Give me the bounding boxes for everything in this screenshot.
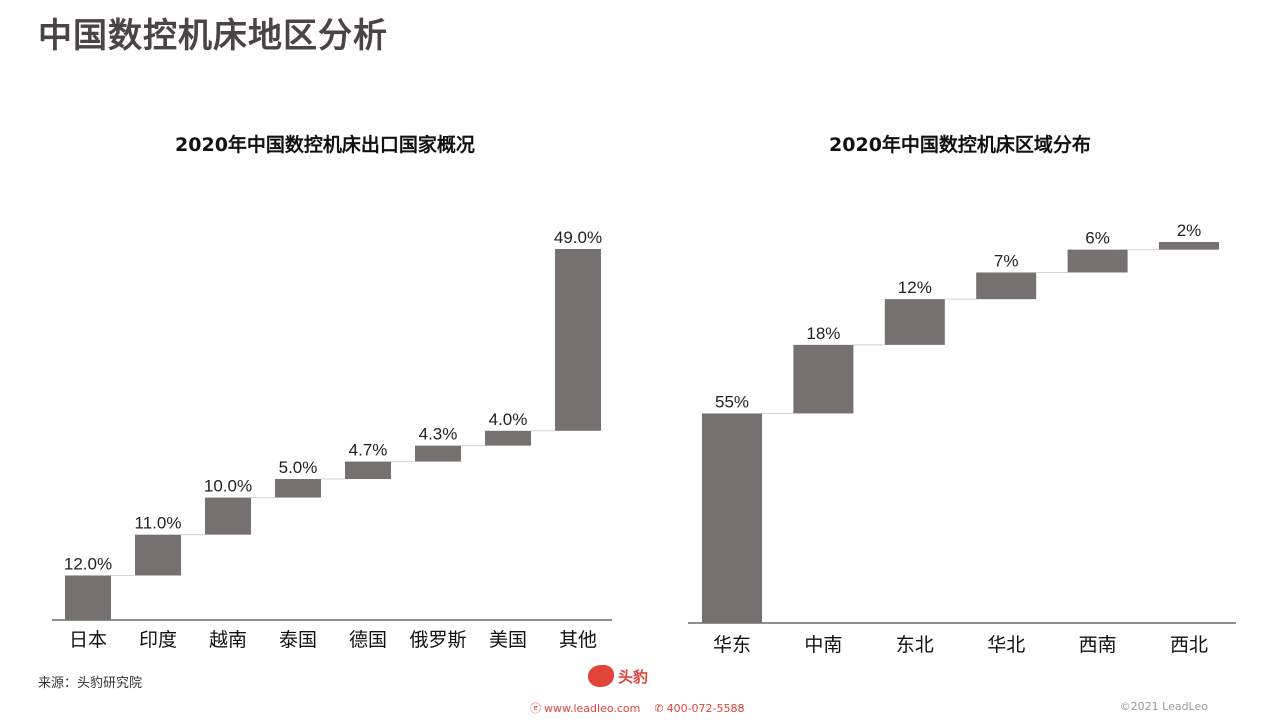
region-bar [702, 413, 762, 623]
chart-title-region: 2020年中国数控机床区域分布 [829, 134, 1091, 156]
export-category-label: 印度 [139, 629, 177, 651]
website-link[interactable]: ⓔ www.leadleo.com [530, 700, 640, 716]
region-value-label: 18% [806, 324, 840, 343]
region-bar [976, 272, 1037, 300]
export-bar [415, 445, 461, 462]
export-value-label: 4.3% [419, 425, 458, 444]
region-category-label: 东北 [896, 634, 934, 656]
chart-title-export: 2020年中国数控机床出口国家概况 [175, 134, 475, 156]
region-bar [1159, 242, 1219, 250]
region-category-label: 华北 [987, 634, 1025, 656]
region-category-label: 西北 [1170, 634, 1208, 656]
export-bar [555, 249, 601, 431]
phone-icon: ✆ [654, 701, 664, 715]
waterfall-chart-export: 12.0% 日本 11.0% 印度 10.0% 越南 5.0% 泰国 4.7% 德国 4.3% 俄罗斯… [52, 228, 612, 651]
website-text: www.leadleo.com [544, 702, 641, 715]
region-bar [884, 299, 945, 345]
export-category-label: 德国 [349, 629, 387, 651]
export-bar [345, 461, 391, 480]
brand-name: 头豹 [618, 667, 649, 686]
page-title: 中国数控机床地区分析 [38, 16, 388, 56]
export-bar [485, 430, 531, 446]
footer-links: ⓔ www.leadleo.com ✆ 400-072-5588 [530, 700, 745, 716]
region-bar [793, 344, 854, 414]
region-category-label: 华东 [713, 634, 751, 656]
export-category-label: 其他 [559, 629, 597, 651]
export-category-label: 美国 [489, 629, 527, 651]
export-value-label: 12.0% [64, 554, 112, 573]
region-value-label: 6% [1085, 229, 1110, 248]
export-bar [65, 575, 111, 620]
leopard-logo-icon [588, 665, 614, 687]
copyright: ©2021 LeadLeo [1119, 700, 1208, 713]
export-value-label: 4.7% [349, 441, 388, 460]
phone-text: 400-072-5588 [666, 701, 745, 715]
region-category-label: 西南 [1079, 634, 1117, 656]
export-bar [205, 497, 251, 535]
export-bar [275, 479, 321, 498]
export-value-label: 10.0% [204, 477, 252, 496]
region-value-label: 7% [994, 251, 1019, 270]
footer-brand: 头豹 [588, 665, 648, 687]
export-category-label: 俄罗斯 [409, 629, 466, 651]
region-value-label: 12% [898, 278, 932, 297]
globe-icon: ⓔ [530, 702, 541, 715]
region-value-label: 2% [1177, 221, 1202, 240]
export-category-label: 日本 [69, 629, 107, 651]
export-value-label: 5.0% [279, 458, 318, 477]
waterfall-chart-region: 55% 华东 18% 中南 12% 东北 7% 华北 6% 西南 2% 西北 [688, 221, 1236, 656]
export-value-label: 49.0% [554, 228, 602, 247]
export-value-label: 4.0% [489, 410, 528, 429]
export-category-label: 泰国 [279, 629, 317, 651]
export-category-label: 越南 [209, 629, 247, 651]
export-bar [135, 534, 181, 576]
region-category-label: 中南 [804, 634, 842, 656]
phone-link[interactable]: ✆ 400-072-5588 [654, 702, 744, 715]
export-value-label: 11.0% [135, 514, 182, 533]
region-value-label: 55% [715, 392, 749, 411]
source-note: 来源：头豹研究院 [38, 676, 143, 691]
region-bar [1067, 249, 1128, 273]
